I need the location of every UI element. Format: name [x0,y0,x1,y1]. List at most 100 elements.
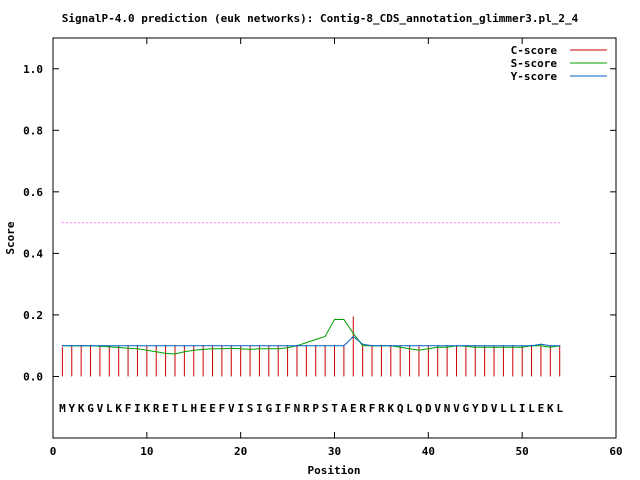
residue-label: Y [472,402,479,415]
residue-label: E [200,402,207,415]
residue-label: V [491,402,498,415]
residue-label: I [519,402,526,415]
y-score-point [155,345,157,347]
y-score-point [165,345,167,347]
residue-label: Q [416,402,423,415]
s-score-point [155,351,157,353]
y-score-point [118,345,120,347]
y-score-point [380,345,383,347]
y-score-point [343,345,345,347]
y-score-point [99,345,101,347]
residue-label: L [406,402,413,415]
c-score-series [61,316,561,377]
y-tick-label: 0.0 [23,370,43,383]
residue-label: S [247,402,254,415]
s-score-point [211,348,214,350]
y-score-point [502,345,504,347]
residue-label: I [134,402,141,415]
y-score-point [174,345,176,347]
residue-label: S [322,402,329,415]
y-score-point [474,345,476,347]
x-tick-label: 0 [50,445,57,458]
y-score-point [465,345,467,347]
s-score-point [446,346,448,348]
y-score-point [202,345,204,347]
residue-label: Y [68,402,75,415]
y-score-point [240,345,242,347]
s-score-point [305,342,307,344]
x-tick-label: 10 [140,445,153,458]
y-score-point [230,345,232,347]
s-score-point [230,347,232,349]
s-score-point [362,345,364,347]
residue-label: I [275,402,282,415]
residue-label: V [434,402,441,415]
y-score-point [493,345,495,347]
y-score-point [80,345,82,347]
residue-label: R [153,402,160,415]
y-score-point [446,345,448,347]
s-score-point [540,345,542,347]
s-score-point [202,348,204,350]
y-tick-label: 0.2 [23,309,43,322]
y-score-point [427,345,429,347]
x-tick-label: 50 [516,445,529,458]
y-score-point [408,345,411,347]
x-tick-label: 30 [328,445,341,458]
s-score-point [437,346,439,348]
s-score-point [174,353,176,355]
y-score-legend-label: Y-score [511,70,558,83]
residue-label: M [59,402,66,415]
y-tick-label: 0.8 [23,124,43,137]
y-score-point [183,345,185,347]
residue-label: N [444,402,451,415]
series-layer [61,316,561,377]
s-score-point [512,346,514,348]
residue-label: E [162,402,169,415]
residue-label: L [500,402,507,415]
residue-label: L [106,402,113,415]
residue-label: L [181,402,188,415]
s-score-legend-label: S-score [511,57,558,70]
residue-label: K [547,402,554,415]
s-score-point [418,349,420,351]
s-score-point [221,348,223,350]
residue-label: K [387,402,394,415]
s-score-point [286,347,289,349]
y-score-point [277,345,279,347]
s-score-point [268,348,270,350]
s-score-point [249,348,251,350]
y-axis: 0.0 0.2 0.4 0.6 0.8 1.0 [23,63,616,383]
residue-label: G [266,402,273,415]
y-score-point [89,345,92,347]
residue-label: V [453,402,460,415]
s-score-point [408,348,411,350]
y-score-point [559,345,561,347]
y-score-point [108,345,110,347]
y-score-line [62,335,560,347]
y-score-point [146,345,148,347]
y-score-point [333,345,336,347]
x-tick-label: 20 [234,445,247,458]
y-score-point [286,345,289,347]
y-score-point [521,345,523,347]
y-score-point [371,345,373,347]
s-score-point [474,346,476,348]
y-score-point [399,345,401,347]
y-score-point [549,345,551,347]
y-score-point [249,345,251,347]
plot-frame [52,37,617,439]
residue-label: P [312,402,319,415]
y-score-point [390,345,392,347]
s-score-point [352,332,354,334]
y-score-point [455,345,458,347]
residue-label: E [209,402,216,415]
s-score-point [258,348,261,350]
s-score-series [61,318,561,355]
y-score-point [352,335,354,338]
residue-label: R [303,402,310,415]
s-score-point [493,346,495,348]
chart-title: SignalP-4.0 prediction (euk networks): C… [62,12,579,25]
y-tick-label: 1.0 [23,63,43,76]
y-score-point [437,345,439,347]
